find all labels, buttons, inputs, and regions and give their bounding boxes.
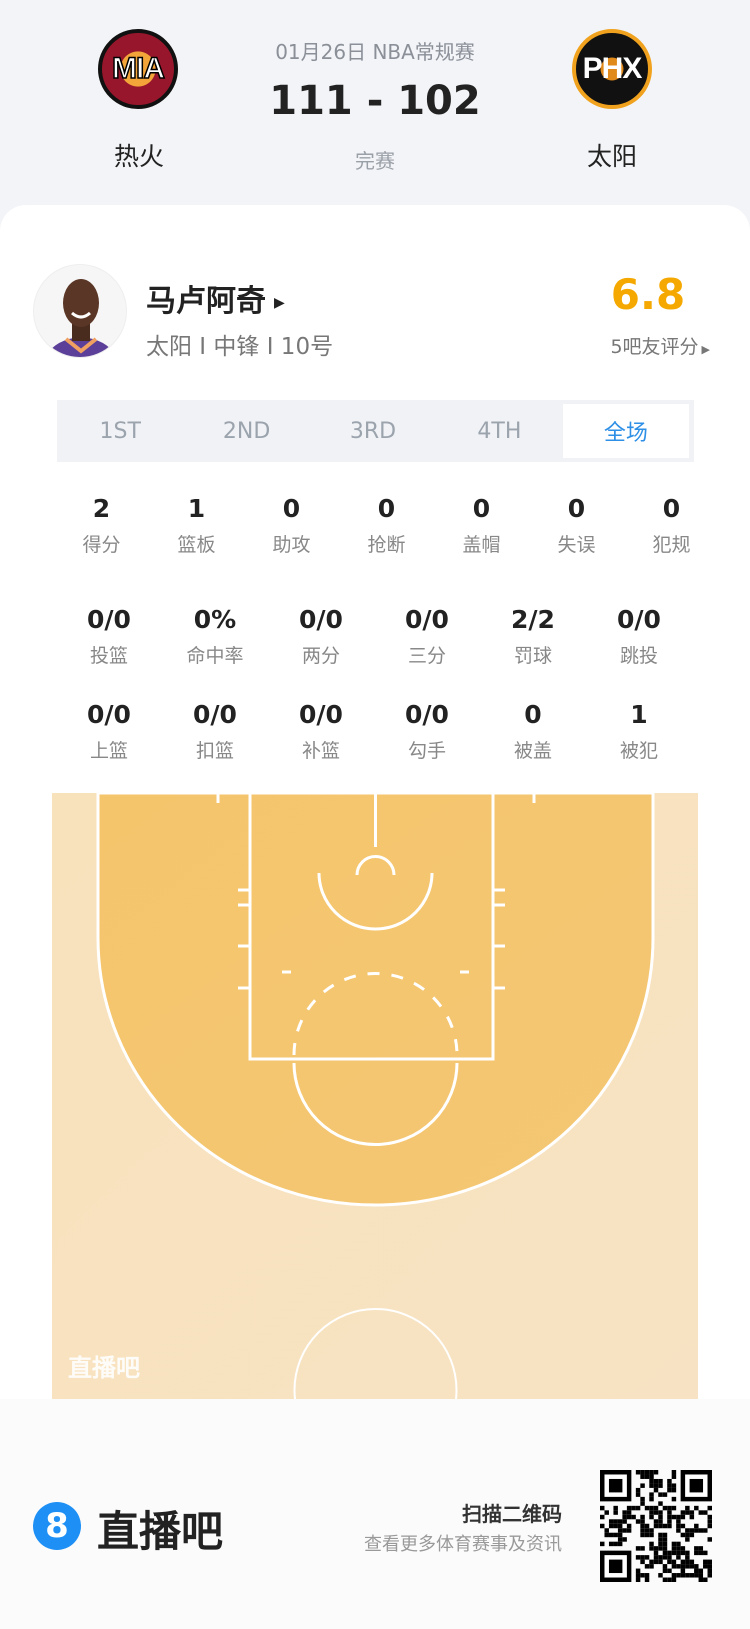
- restricted-arc: [317, 872, 434, 931]
- stat-label: 上篮: [89, 740, 128, 762]
- stat-label: 跳投: [619, 645, 658, 667]
- stat-value: 0: [524, 700, 542, 729]
- home-team-name: 热火: [113, 142, 164, 171]
- stat-value: 2: [92, 494, 111, 523]
- caret-right-icon: ▶: [274, 294, 285, 311]
- stat-label: 助攻: [272, 534, 311, 556]
- stat-label: 罚球: [513, 645, 552, 667]
- qr-code: [600, 1470, 712, 1582]
- player-name-link[interactable]: 马卢阿奇 ▶: [146, 276, 285, 320]
- stat-label: 盖帽: [462, 534, 501, 556]
- brand-name: 直播吧: [97, 1507, 224, 1556]
- free-throw-circle-upper: [292, 972, 459, 1056]
- stat-value: 0/0: [87, 605, 131, 634]
- detail-stats-row: 0/0 上篮 0/0 扣篮 0/0 补篮 0/0 勾手 0 被盖 1 被犯: [56, 699, 692, 763]
- stat-label: 被犯: [619, 740, 658, 762]
- shooting-stats-row: 0/0 投篮 0% 命中率 0/0 两分 0/0 三分 2/2 罚球 0/0 跳投: [56, 604, 692, 668]
- three-point-area: [96, 791, 655, 1207]
- court-watermark: 直播吧: [68, 1354, 140, 1382]
- stat-value: 0/0: [87, 700, 131, 729]
- phx-logo-text: PHX: [582, 52, 643, 85]
- match-date-league: 01月26日 NBA常规赛: [275, 40, 475, 64]
- stat-label: 抢断: [367, 534, 406, 556]
- stat-label: 篮板: [177, 534, 216, 556]
- stat-stats_main-2: 0 助攻: [244, 493, 339, 557]
- player-photo-icon: [45, 279, 117, 357]
- stat-stats_shooting-5: 0/0 跳投: [586, 604, 692, 668]
- stat-value: 1: [187, 494, 206, 523]
- brand-logo-icon: 8: [33, 1502, 81, 1550]
- tab-3rd[interactable]: 3RD: [349, 418, 397, 444]
- stat-value: 0: [472, 494, 491, 523]
- stat-label: 命中率: [186, 645, 244, 667]
- stat-label: 两分: [301, 645, 340, 667]
- stat-value: 1: [630, 700, 648, 729]
- stat-label: 勾手: [407, 740, 446, 762]
- stat-stats_main-4: 0 盖帽: [434, 493, 529, 557]
- stat-label: 被盖: [513, 740, 552, 762]
- away-team-name: 太阳: [586, 142, 637, 171]
- tab-1st[interactable]: 1ST: [99, 418, 141, 444]
- stat-stats_detail-4: 0 被盖: [480, 699, 586, 763]
- stat-value: 0: [567, 494, 586, 523]
- lane-hash-marks: [216, 793, 536, 990]
- stat-label: 补篮: [301, 740, 340, 762]
- stat-stats_shooting-3: 0/0 三分: [374, 604, 480, 668]
- stat-value: 0: [662, 494, 681, 523]
- qr-subtitle: 查看更多体育赛事及资讯: [364, 1534, 562, 1555]
- player-info: 太阳 I 中锋 I 10号: [146, 334, 334, 360]
- stat-value: 0/0: [299, 700, 343, 729]
- match-score: 111 - 102: [269, 78, 481, 124]
- stat-value: 0/0: [405, 700, 449, 729]
- stat-label: 得分: [82, 534, 121, 556]
- stat-stats_shooting-2: 0/0 两分: [268, 604, 374, 668]
- tab-2nd[interactable]: 2ND: [222, 418, 271, 444]
- player-rating: 6.8: [610, 270, 686, 319]
- main-stats-row: 2 得分 1 篮板 0 助攻 0 抢断 0 盖帽 0 失误 0 犯规: [54, 493, 719, 557]
- stat-stats_shooting-4: 2/2 罚球: [480, 604, 586, 668]
- rating-label: 5吧友评分: [610, 336, 699, 358]
- rating-link[interactable]: 5吧友评分 ▶: [610, 332, 710, 359]
- mia-team-logo[interactable]: MIA: [98, 29, 178, 109]
- mia-logo-text: MIA: [111, 51, 166, 86]
- player-avatar[interactable]: [33, 264, 127, 358]
- player-name: 马卢阿奇: [146, 284, 266, 319]
- stat-value: 0: [377, 494, 396, 523]
- stat-label: 失误: [557, 534, 596, 556]
- stat-stats_detail-3: 0/0 勾手: [374, 699, 480, 763]
- stat-stats_detail-2: 0/0 补篮: [268, 699, 374, 763]
- stat-stats_main-0: 2 得分: [54, 493, 149, 557]
- stat-value: 0%: [193, 605, 237, 634]
- stat-value: 2/2: [511, 605, 555, 634]
- rim-arc: [355, 855, 396, 876]
- stat-label: 扣篮: [195, 740, 234, 762]
- match-status: 完赛: [355, 149, 395, 173]
- phx-team-logo[interactable]: PHX: [572, 29, 652, 109]
- stat-stats_detail-5: 1 被犯: [586, 699, 692, 763]
- stat-stats_detail-0: 0/0 上篮: [56, 699, 162, 763]
- stat-stats_main-6: 0 犯规: [624, 493, 719, 557]
- stat-stats_detail-1: 0/0 扣篮: [162, 699, 268, 763]
- stat-label: 犯规: [652, 534, 691, 556]
- stat-stats_shooting-1: 0% 命中率: [162, 604, 268, 668]
- stat-label: 三分: [407, 645, 446, 667]
- stat-value: 0/0: [617, 605, 661, 634]
- period-tabs: 1ST 2ND 3RD 4TH 全场: [57, 400, 694, 462]
- stat-value: 0/0: [193, 700, 237, 729]
- tab-full-game[interactable]: 全场: [562, 404, 690, 458]
- stat-value: 0: [282, 494, 301, 523]
- stat-stats_main-3: 0 抢断: [339, 493, 434, 557]
- qr-title: 扫描二维码: [462, 1502, 562, 1526]
- shot-chart-court: 直播吧: [52, 786, 698, 1472]
- court-diagram: [52, 786, 698, 1472]
- caret-right-icon: ▶: [701, 343, 710, 356]
- stat-value: 0/0: [299, 605, 343, 634]
- stat-stats_shooting-0: 0/0 投篮: [56, 604, 162, 668]
- stat-stats_main-5: 0 失误: [529, 493, 624, 557]
- stat-label: 投篮: [89, 645, 128, 667]
- stat-value: 0/0: [405, 605, 449, 634]
- free-throw-circle-lower: [292, 1062, 459, 1146]
- stat-stats_main-1: 1 篮板: [149, 493, 244, 557]
- tab-4th[interactable]: 4TH: [477, 418, 522, 444]
